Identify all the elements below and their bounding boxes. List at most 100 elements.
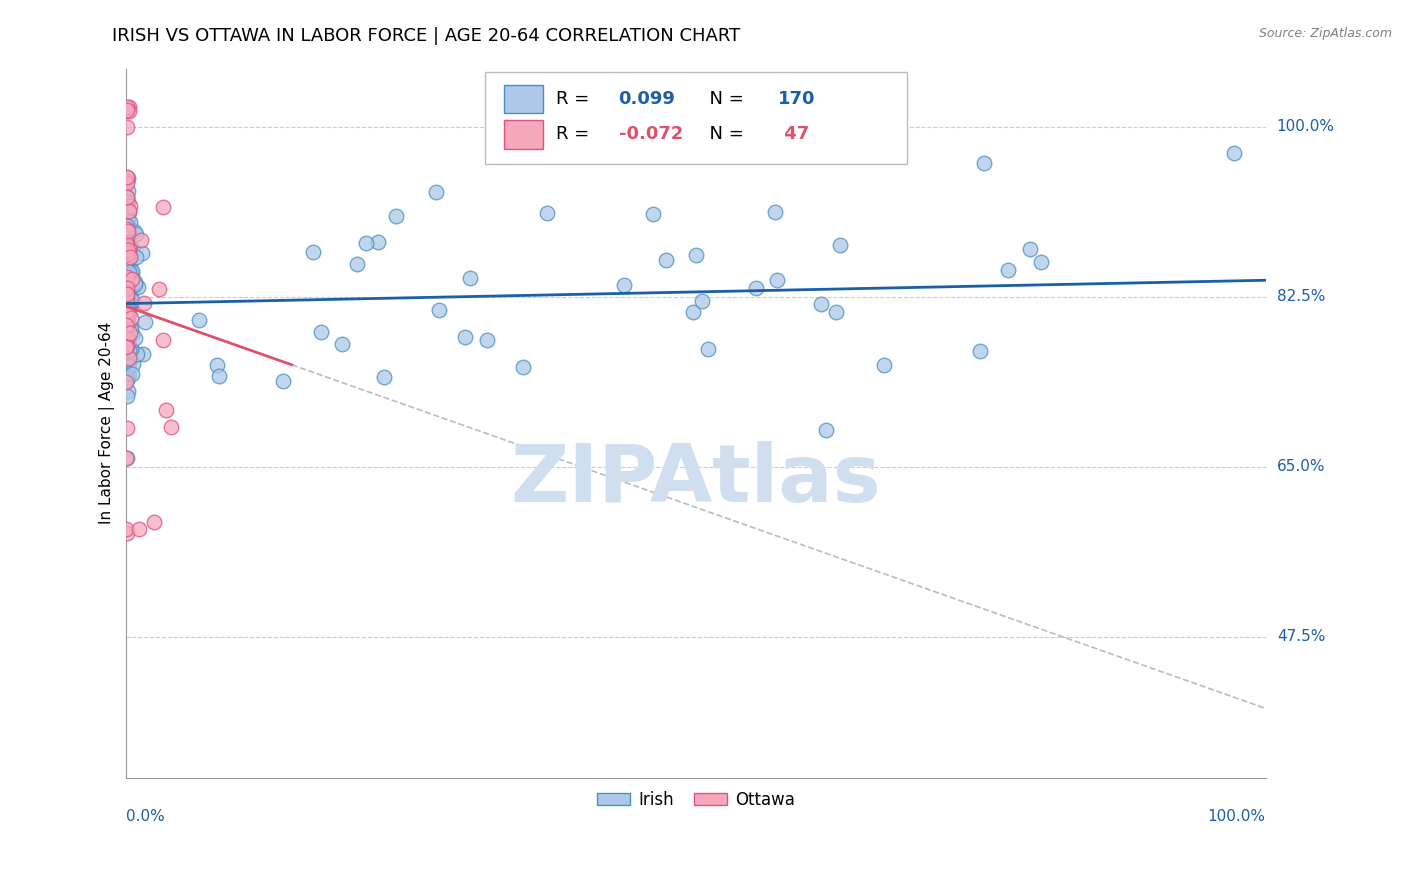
Text: 100.0%: 100.0% xyxy=(1208,809,1265,824)
Point xyxy=(155,403,177,417)
Point xyxy=(120,251,142,265)
Point xyxy=(115,272,138,286)
Point xyxy=(121,248,143,262)
Point xyxy=(117,322,139,336)
Text: -0.072: -0.072 xyxy=(619,126,683,144)
Text: ZIPAtlas: ZIPAtlas xyxy=(510,441,882,519)
Point xyxy=(810,297,832,311)
Point xyxy=(115,328,138,343)
Point xyxy=(118,241,141,255)
Point xyxy=(115,299,138,313)
Point xyxy=(117,174,139,188)
Point xyxy=(115,267,138,281)
FancyBboxPatch shape xyxy=(503,120,543,149)
Point xyxy=(115,389,138,403)
Point xyxy=(115,340,138,354)
Point xyxy=(115,266,138,280)
Point xyxy=(117,285,139,300)
Point xyxy=(117,330,139,344)
Point xyxy=(115,281,138,295)
Point xyxy=(1018,242,1040,256)
Point xyxy=(121,367,143,381)
Point xyxy=(115,276,138,290)
Point xyxy=(367,235,389,249)
Point xyxy=(117,296,139,310)
Point xyxy=(115,308,138,322)
Point xyxy=(121,272,143,286)
Point xyxy=(121,344,143,359)
Point xyxy=(143,515,166,529)
Point xyxy=(118,307,141,321)
Point xyxy=(118,287,141,301)
Point xyxy=(115,291,138,305)
Point xyxy=(115,525,138,540)
Point xyxy=(117,302,139,317)
Point xyxy=(159,420,181,434)
Point xyxy=(118,341,141,355)
Point xyxy=(115,318,138,332)
Point xyxy=(115,256,138,270)
Point xyxy=(117,245,139,260)
Point xyxy=(115,235,138,250)
Point xyxy=(115,332,138,346)
Point xyxy=(118,343,141,357)
Point xyxy=(120,319,142,334)
Point xyxy=(118,354,141,368)
Point xyxy=(115,190,138,204)
Point xyxy=(120,293,142,307)
Point xyxy=(425,185,447,199)
Point xyxy=(763,204,786,219)
Point xyxy=(118,321,141,335)
Point xyxy=(117,194,139,209)
Point xyxy=(115,237,138,252)
Point xyxy=(117,244,139,258)
Point xyxy=(117,318,139,332)
Point xyxy=(117,214,139,228)
Point xyxy=(115,272,138,286)
Point xyxy=(128,522,150,536)
Point xyxy=(118,341,141,355)
Point xyxy=(115,306,138,320)
Point xyxy=(188,312,211,326)
FancyBboxPatch shape xyxy=(485,72,907,164)
Point xyxy=(120,342,142,356)
Point xyxy=(117,284,139,298)
Point xyxy=(117,278,139,293)
Point xyxy=(118,199,141,213)
Point xyxy=(117,374,139,388)
Point xyxy=(121,241,143,255)
Point xyxy=(477,333,499,347)
Text: N =: N = xyxy=(699,126,749,144)
Point xyxy=(125,227,148,242)
Point xyxy=(124,331,146,345)
Y-axis label: In Labor Force | Age 20-64: In Labor Force | Age 20-64 xyxy=(100,322,115,524)
Point xyxy=(115,310,138,324)
Point xyxy=(115,260,138,275)
Point xyxy=(117,318,139,332)
Point xyxy=(117,332,139,346)
Point xyxy=(115,421,138,435)
Point xyxy=(117,322,139,336)
Point xyxy=(117,297,139,311)
Point xyxy=(117,260,139,274)
Point xyxy=(117,261,139,276)
Point xyxy=(117,287,139,301)
Point xyxy=(873,358,896,372)
Point xyxy=(134,296,156,310)
Point xyxy=(120,281,142,295)
Point xyxy=(1029,254,1052,268)
Text: 100.0%: 100.0% xyxy=(1277,120,1334,135)
Point xyxy=(120,311,142,326)
Point xyxy=(117,343,139,358)
Point xyxy=(115,522,138,536)
Point xyxy=(117,184,139,198)
Point xyxy=(346,257,368,271)
Point xyxy=(373,370,395,384)
Point xyxy=(115,253,138,268)
Point xyxy=(125,347,148,361)
Text: R =: R = xyxy=(555,126,595,144)
Point xyxy=(354,236,377,251)
Point xyxy=(117,224,139,238)
Point xyxy=(115,256,138,270)
Point xyxy=(814,423,837,437)
